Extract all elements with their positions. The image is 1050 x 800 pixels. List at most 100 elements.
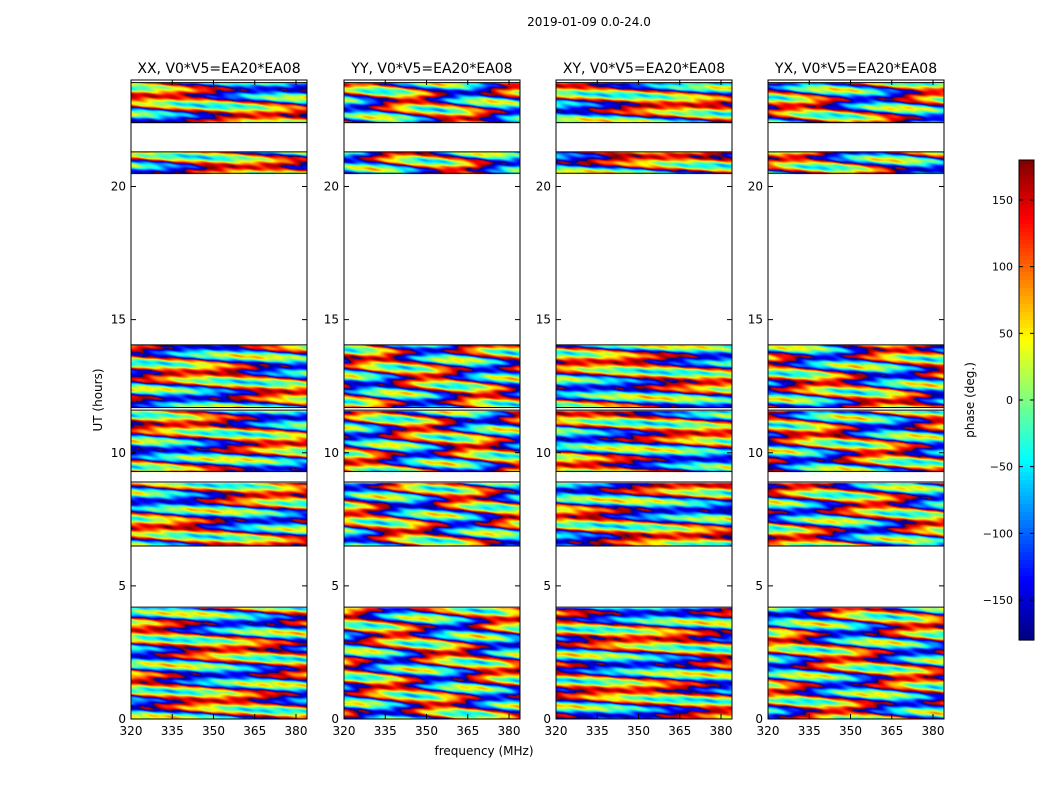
colorbar-segment [1019,220,1034,225]
colorbar-segment [1019,160,1034,165]
x-tick-label: 335 [161,724,184,738]
colorbar-segment [1019,488,1034,493]
colorbar-segment [1019,620,1034,625]
colorbar-segment [1019,504,1034,509]
colorbar-segment [1019,500,1034,505]
colorbar-segment [1019,608,1034,613]
y-tick-label: 10 [536,446,551,460]
y-tick-label: 0 [118,712,126,726]
y-tick-label: 20 [536,180,551,194]
colorbar-segment [1019,260,1034,265]
colorbar-segment [1019,408,1034,413]
colorbar-segment [1019,240,1034,245]
panel-xy: XY, V0*V5=EA20*EA08 320 335 350 365 380 0 5 10 15… [536,61,733,738]
colorbar-segment [1019,432,1034,437]
colorbar-segment [1019,236,1034,241]
colorbar-segment [1019,320,1034,325]
colorbar-segment [1019,380,1034,385]
colorbar-segment [1019,264,1034,269]
colorbar-segment [1019,404,1034,409]
colorbar-segment [1019,412,1034,417]
colorbar-segment [1019,632,1034,637]
colorbar-segment [1019,228,1034,233]
colorbar-segment [1019,212,1034,217]
colorbar-segment [1019,472,1034,477]
colorbar-segment [1019,184,1034,189]
colorbar-segment [1019,376,1034,381]
colorbar-segment [1019,280,1034,285]
x-tick-label: 350 [415,724,438,738]
panel-frame [555,79,733,720]
x-tick-label: 380 [498,724,521,738]
colorbar-segment [1019,172,1034,177]
colorbar-segment [1019,400,1034,405]
colorbar-segment [1019,532,1034,537]
colorbar-segment [1019,616,1034,621]
colorbar-segment [1019,592,1034,597]
panel-frame [343,79,521,720]
x-tick-label: 350 [839,724,862,738]
colorbar-segment [1019,384,1034,389]
panel-frame [767,79,945,720]
colorbar-tick-label: 0 [1006,394,1013,407]
x-tick-label: 350 [202,724,225,738]
y-tick-label: 20 [324,180,339,194]
y-tick-label: 15 [111,313,126,327]
colorbar-segment [1019,576,1034,581]
y-tick-label: 10 [324,446,339,460]
y-tick-label: 20 [111,180,126,194]
colorbar-segment [1019,196,1034,201]
colorbar-segment [1019,448,1034,453]
colorbar-segment [1019,204,1034,209]
heatmap-image [131,80,307,719]
colorbar-segment [1019,452,1034,457]
y-tick-label: 5 [118,579,126,593]
colorbar-segment [1019,168,1034,173]
colorbar-segment [1019,444,1034,449]
y-tick-label: 0 [543,712,551,726]
x-tick-label: 335 [374,724,397,738]
colorbar-tick-label: −50 [990,461,1013,474]
colorbar-segment [1019,524,1034,529]
heatmap-image [768,80,944,719]
colorbar-segment [1019,424,1034,429]
colorbar-segment [1019,528,1034,533]
panel-yy: YY, V0*V5=EA20*EA08 320 335 350 365 380 0 5 10 15… [324,61,521,738]
colorbar-segment [1019,480,1034,485]
x-tick-label: 320 [333,724,356,738]
colorbar-segment [1019,256,1034,261]
x-tick-label: 365 [243,724,266,738]
colorbar-segment [1019,512,1034,517]
colorbar-segment [1019,460,1034,465]
y-tick-label: 5 [543,579,551,593]
colorbar-tick-label: 150 [992,194,1013,207]
colorbar-segment [1019,520,1034,525]
panels: XX, V0*V5=EA20*EA08 320 335 350 365 380 0 5 10 15… [111,61,945,738]
colorbar-tick-label: 50 [999,327,1013,340]
colorbar-segment [1019,580,1034,585]
x-tick-label: 335 [586,724,609,738]
colorbar-segment [1019,284,1034,289]
y-tick-label: 5 [331,579,339,593]
colorbar-segment [1019,272,1034,277]
colorbar-segment [1019,556,1034,561]
colorbar-segment [1019,332,1034,337]
x-tick-label: 320 [757,724,780,738]
y-tick-label: 15 [324,313,339,327]
colorbar-segment [1019,536,1034,541]
colorbar-segment [1019,568,1034,573]
x-tick-label: 380 [710,724,733,738]
colorbar-segment [1019,468,1034,473]
colorbar-segment [1019,428,1034,433]
colorbar-segment [1019,584,1034,589]
colorbar-segment [1019,224,1034,229]
colorbar-segment [1019,308,1034,313]
colorbar-segment [1019,200,1034,205]
colorbar-segment [1019,392,1034,397]
colorbar-label: phase (deg.) [963,362,977,438]
colorbar-segment [1019,436,1034,441]
y-tick-label: 10 [748,446,763,460]
y-tick-label: 0 [755,712,763,726]
colorbar-segment [1019,296,1034,301]
x-tick-label: 320 [120,724,143,738]
